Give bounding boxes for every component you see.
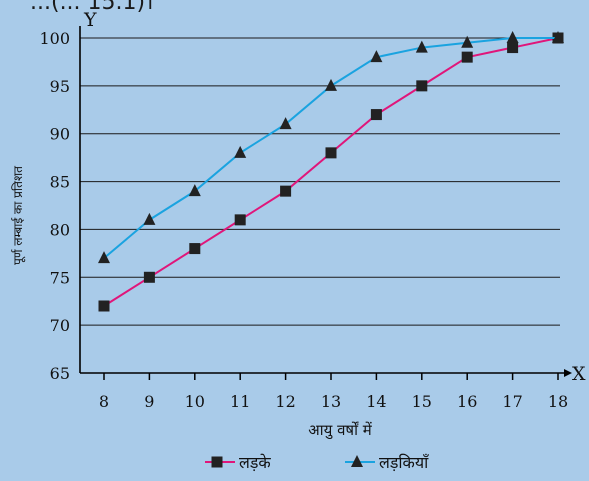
x-tick-label: 10 (185, 392, 205, 411)
x-axis-label: आयु वर्षों में (308, 421, 372, 440)
data-point-triangle (461, 35, 474, 48)
data-point-triangle (552, 31, 564, 43)
x-tick-label: 11 (230, 392, 250, 411)
x-tick-label: 16 (457, 392, 477, 411)
data-point-triangle (234, 145, 247, 158)
data-point-square (461, 51, 473, 63)
data-point-triangle (188, 184, 201, 197)
data-point-triangle (415, 40, 428, 53)
series-line-1 (103, 37, 559, 307)
data-point-triangle (325, 78, 337, 91)
page-top-text: ...(... 15.1)। (30, 0, 154, 15)
x-tick-label: 8 (99, 392, 109, 411)
x-tick-label: 9 (144, 392, 154, 411)
data-point-triangle (143, 212, 156, 225)
y-tick-label: 80 (50, 220, 70, 239)
x-tick-label: 12 (275, 392, 295, 411)
y-tick-label: 75 (50, 268, 70, 287)
y-axis-letter: Y (83, 9, 97, 31)
y-tick-label: 95 (50, 77, 70, 96)
y-tick-label: 90 (50, 125, 70, 144)
legend-label: लड़के (239, 453, 271, 472)
data-point-square (370, 109, 382, 121)
x-tick-label: 14 (366, 392, 386, 411)
data-point-triangle (279, 117, 292, 130)
x-axis-letter: X (572, 363, 586, 385)
y-tick-label: 65 (50, 364, 70, 383)
data-point-square (325, 147, 337, 159)
y-axis-label: पूर्ण लम्बाई का प्रतिशत (11, 165, 26, 265)
x-tick-label: 13 (321, 392, 341, 411)
data-point-square (98, 300, 110, 312)
data-point-square (234, 214, 246, 226)
x-axis-arrow (564, 369, 572, 377)
x-tick-label: 15 (412, 392, 432, 411)
y-tick-label: 85 (50, 173, 70, 192)
legend-label: लड़कियाँ (379, 453, 429, 472)
legend-marker-square (211, 456, 223, 468)
x-tick-label: 18 (548, 392, 568, 411)
data-point-triangle (98, 251, 110, 264)
legend-marker-triangle (351, 455, 363, 467)
data-point-square (143, 271, 155, 283)
y-tick-label: 70 (50, 316, 70, 335)
y-tick-label: 100 (39, 29, 70, 48)
data-point-square (416, 80, 428, 92)
data-point-square (280, 185, 292, 197)
data-point-triangle (370, 50, 383, 63)
data-point-triangle (506, 31, 519, 43)
x-tick-label: 17 (502, 392, 522, 411)
data-point-square (507, 42, 519, 54)
data-point-square (189, 243, 201, 255)
